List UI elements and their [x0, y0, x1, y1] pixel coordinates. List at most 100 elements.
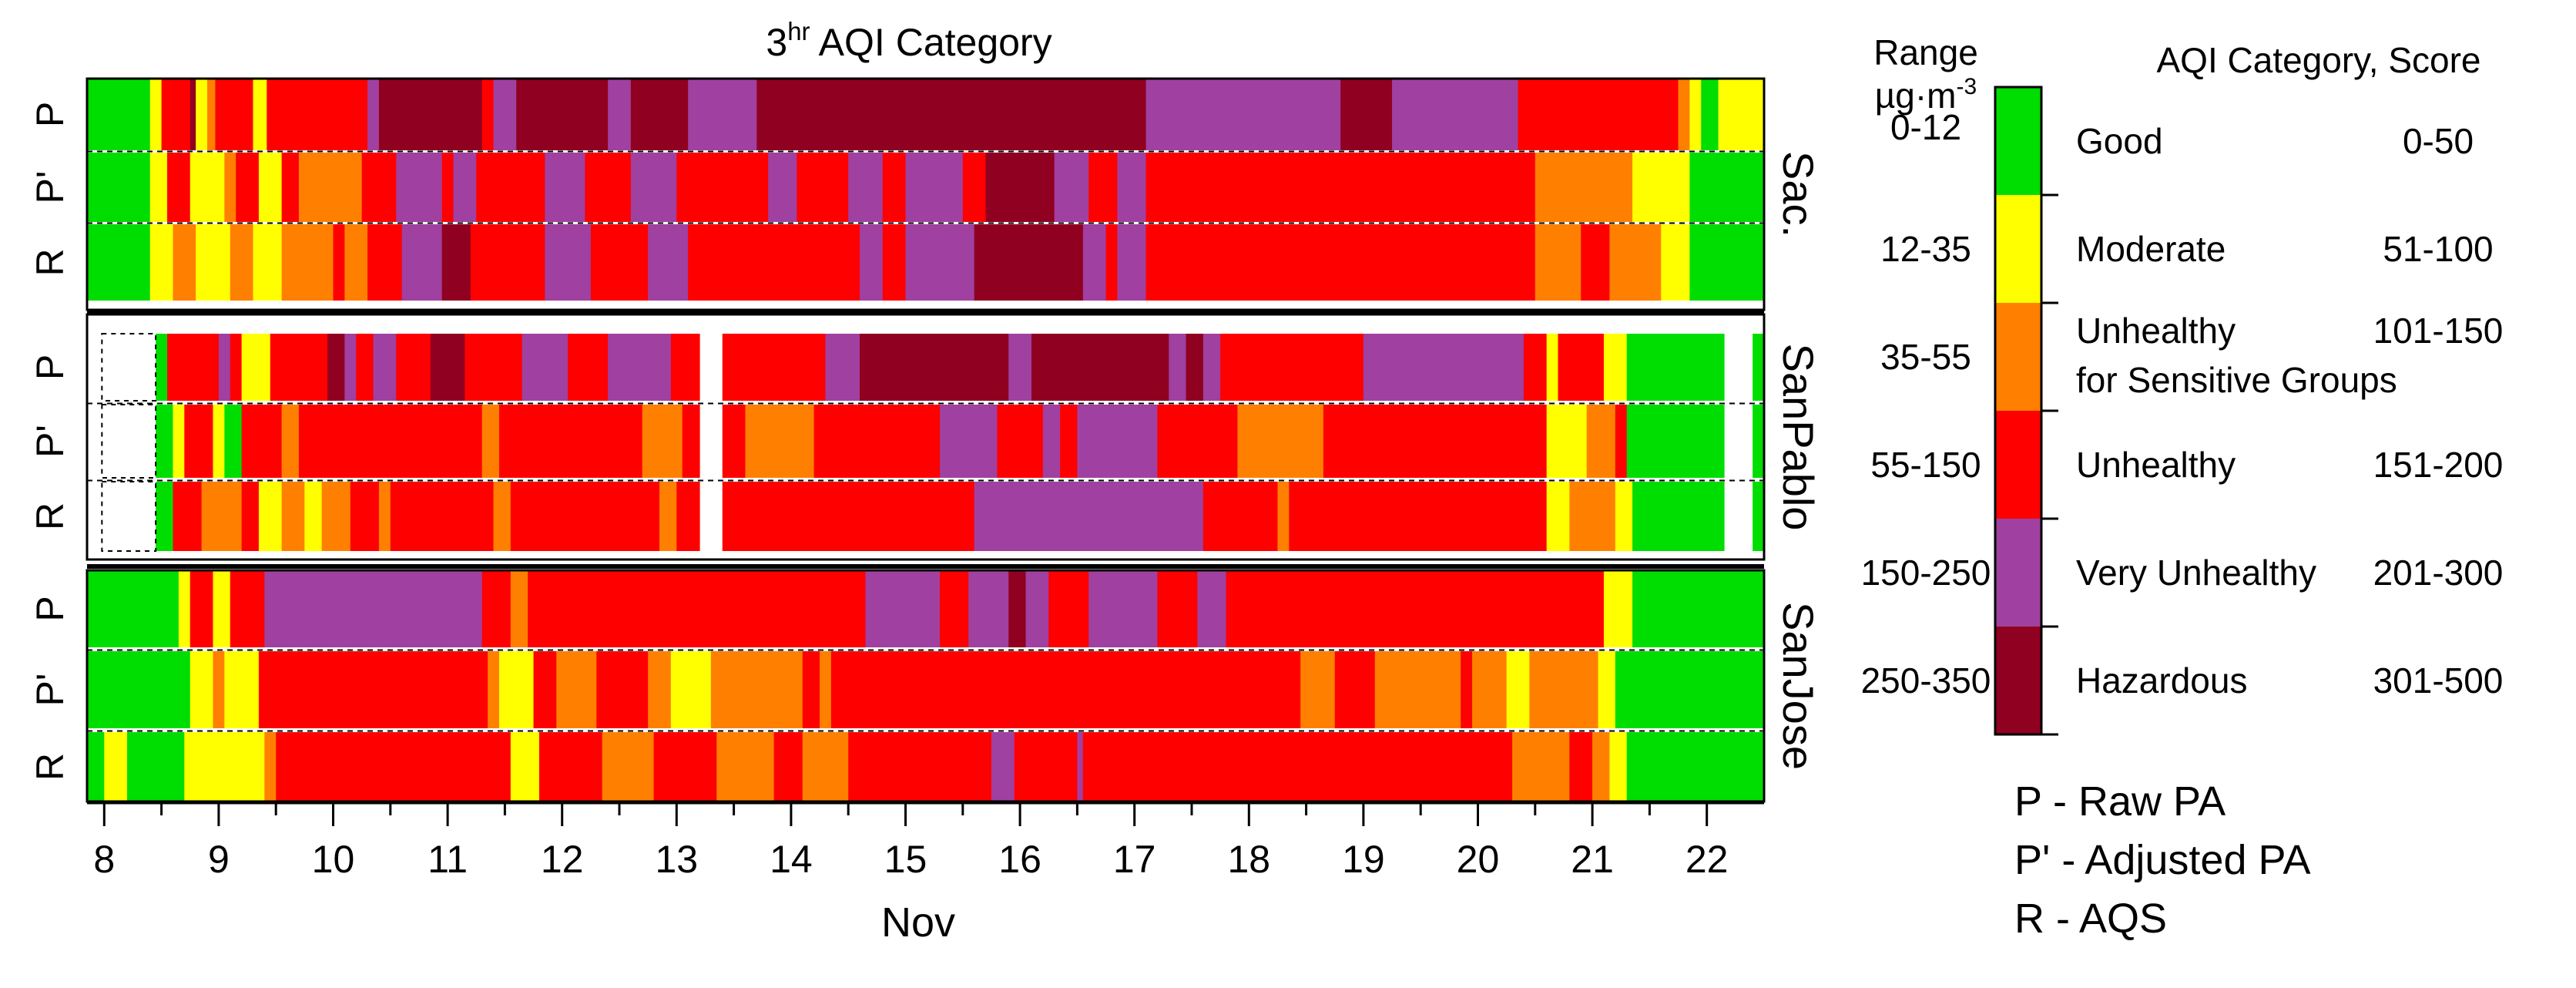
aqi-segment [1626, 405, 1725, 478]
legend-category-name: Very Unhealthy [2076, 553, 2316, 593]
aqi-segment [865, 570, 941, 647]
legend-swatch [1995, 195, 2041, 303]
aqi-segment [396, 334, 431, 401]
aqi-segment [1082, 224, 1107, 301]
aqi-segment [630, 153, 677, 222]
aqi-segment [1546, 482, 1570, 551]
legend-score: 51-100 [2383, 229, 2493, 269]
aqi-segment [813, 405, 941, 478]
aqi-segment [378, 79, 483, 150]
aqi-segment [1529, 651, 1599, 728]
aqi-segment [820, 651, 832, 728]
x-tick-label: 21 [1571, 838, 1614, 881]
legend-score: 301-500 [2373, 660, 2504, 701]
aqi-segment [710, 651, 803, 728]
x-tick-label: 12 [541, 838, 584, 881]
aqi-segment [797, 153, 849, 222]
aqi-segment [1632, 153, 1691, 222]
legend-swatch [1995, 87, 2041, 195]
aqi-segment [87, 651, 191, 728]
aqi-segment [682, 405, 700, 478]
aqi-segment [596, 651, 649, 728]
aqi-segment [848, 732, 992, 801]
aqi-segment [241, 334, 271, 401]
aqi-segment [201, 482, 243, 551]
aqi-segment [670, 334, 700, 401]
aqi-segment [441, 224, 471, 301]
aqi-segment [1042, 405, 1061, 478]
aqi-segment [905, 224, 975, 301]
aqi-segment [1363, 334, 1524, 401]
aqi-segment [304, 482, 323, 551]
legend-range: 35-55 [1880, 337, 1971, 377]
site-label: Sac. [1774, 151, 1823, 237]
aqi-segment [470, 224, 495, 301]
aqi-segment [533, 651, 557, 728]
aqi-segment [1105, 224, 1119, 301]
aqi-segment [608, 79, 632, 150]
legend-range: 0-12 [1890, 107, 1961, 147]
aqi-segment [476, 153, 546, 222]
aqi-segment [653, 732, 717, 801]
aqi-segment [281, 153, 300, 222]
aqi-segment [1334, 651, 1376, 728]
legend-category-name: Hazardous [2076, 660, 2247, 701]
aqi-segment [648, 224, 689, 301]
aqi-segment [538, 732, 603, 801]
aqi-segment [1169, 334, 1187, 401]
legend-score: 101-150 [2373, 311, 2504, 351]
row-label: P' [29, 425, 72, 458]
aqi-segment [940, 405, 998, 478]
aqi-segment [991, 732, 1015, 801]
aqi-segment [281, 405, 300, 478]
aqi-segment [356, 334, 374, 401]
note-line: R - AQS [2014, 896, 2167, 942]
aqi-segment [1300, 651, 1336, 728]
aqi-segment [722, 405, 746, 478]
aqi-segment [1157, 405, 1239, 478]
aqi-segment [156, 405, 174, 478]
aqi-segment [882, 224, 907, 301]
row-label: P [29, 102, 72, 127]
aqi-segment [860, 224, 884, 301]
aqi-segment [1632, 482, 1725, 551]
aqi-segment [1518, 79, 1679, 150]
aqi-segment [510, 482, 660, 551]
aqi-segment [1014, 732, 1078, 801]
aqi-segment [215, 79, 254, 150]
x-axis-label: Nov [881, 899, 955, 946]
site-label: SanPablo [1774, 344, 1823, 531]
aqi-segment [1025, 570, 1049, 647]
aqi-segment [1592, 732, 1610, 801]
aqi-segment [1661, 224, 1691, 301]
aqi-segment [1615, 482, 1633, 551]
aqi-segment [1220, 334, 1364, 401]
aqi-segment [224, 651, 260, 728]
aqi-segment [745, 405, 815, 478]
aqi-segment [1117, 224, 1147, 301]
aqi-segment [104, 732, 128, 801]
aqi-segment [373, 334, 397, 401]
aqi-segment [1535, 153, 1633, 222]
aqi-segment [350, 482, 380, 551]
aqi-segment [1197, 570, 1227, 647]
aqi-segment [465, 334, 483, 401]
legend-category-header: AQI Category, Score [2157, 40, 2481, 80]
aqi-segment [1615, 651, 1765, 728]
chart-title-sup: hr [787, 17, 810, 45]
aqi-segment [1054, 153, 1089, 222]
aqi-segment [493, 224, 546, 301]
aqi-segment [401, 224, 443, 301]
aqi-segment [1008, 334, 1032, 401]
aqi-segment [602, 732, 655, 801]
aqi-segment [196, 224, 231, 301]
aqi-segment [630, 79, 689, 150]
x-tick-label: 11 [428, 838, 468, 881]
aqi-segment [253, 224, 283, 301]
aqi-segment [1042, 482, 1204, 551]
aqi-segment [756, 79, 1147, 150]
x-tick-label: 15 [884, 838, 927, 881]
aqi-segment [218, 334, 231, 401]
aqi-segment [1461, 651, 1473, 728]
